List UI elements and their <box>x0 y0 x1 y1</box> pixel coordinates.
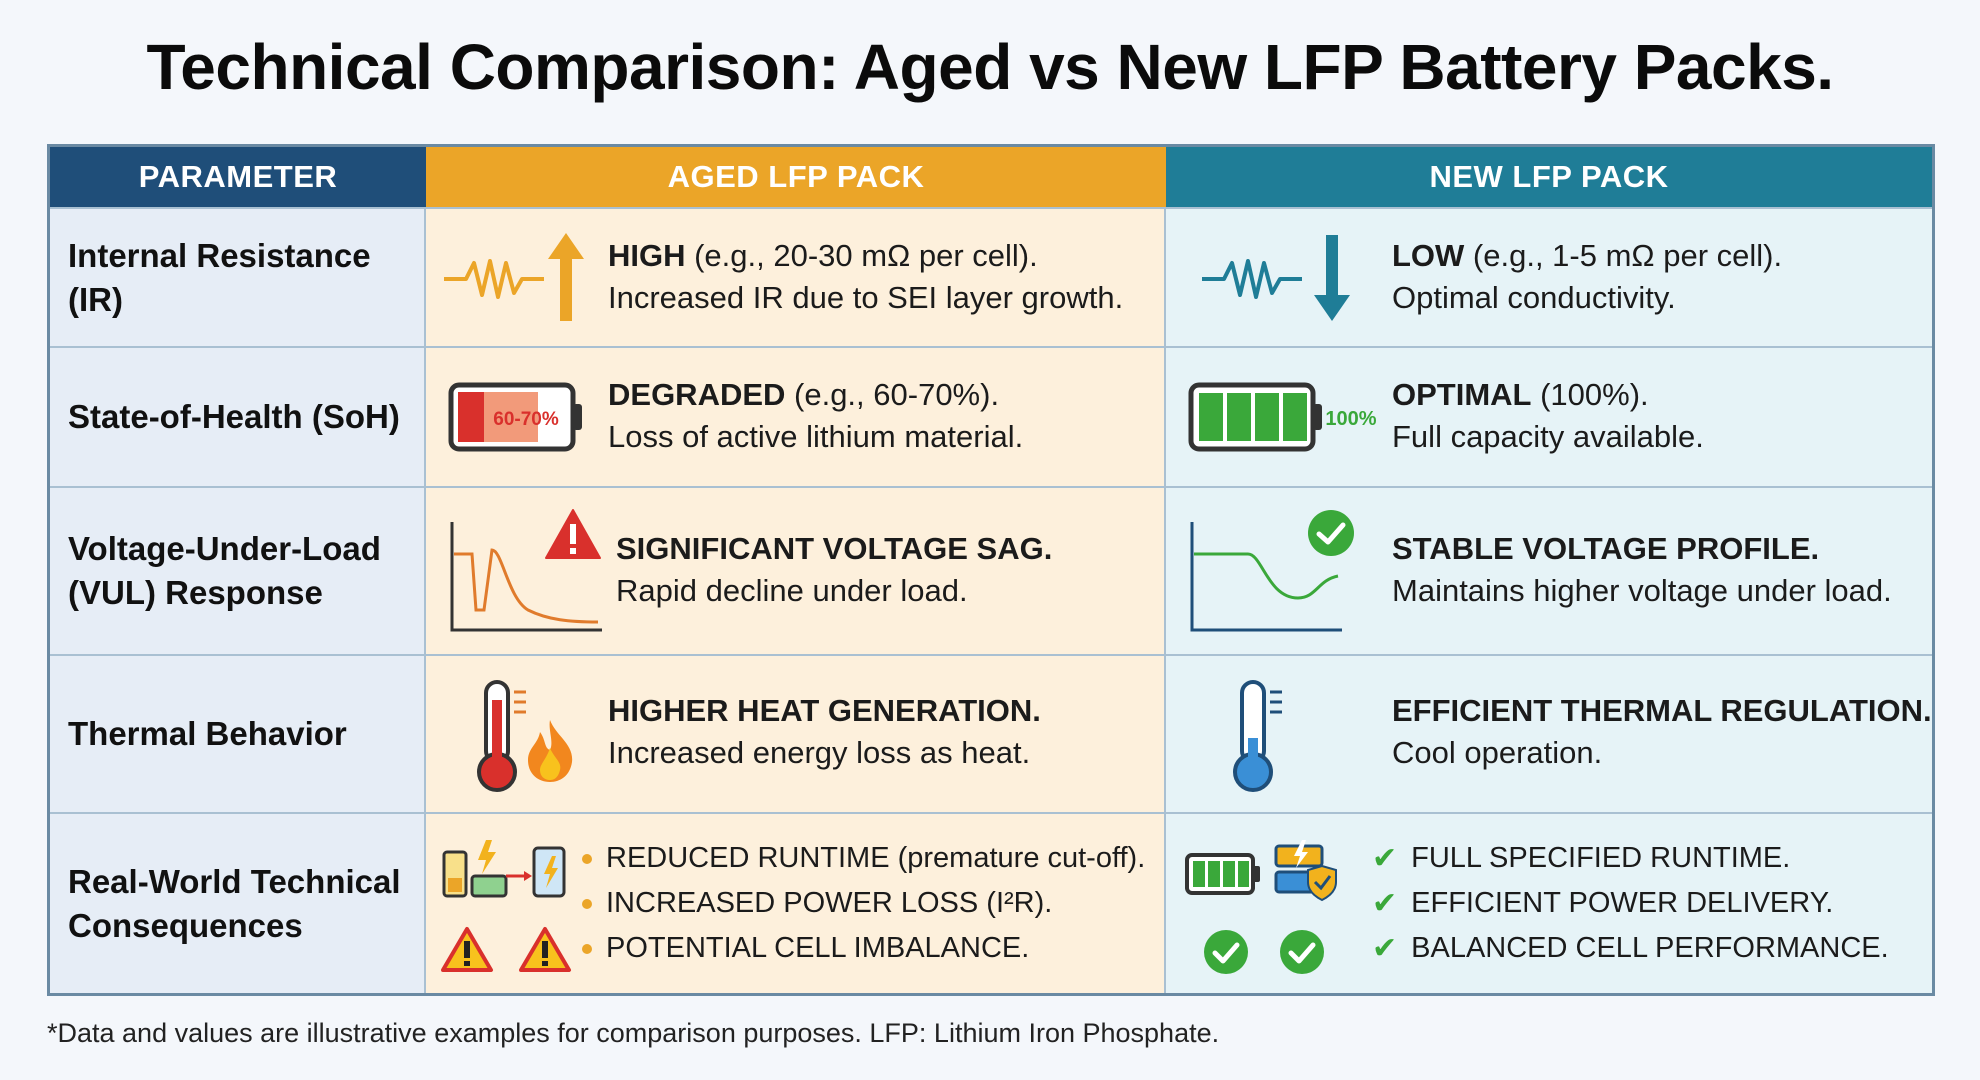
checkmark-icon: ✔ <box>1372 887 1398 920</box>
vul-aged-text: SIGNIFICANT VOLTAGE SAG. Rapid decline u… <box>616 528 1052 612</box>
thermal-new-detail: Cool operation. <box>1392 735 1603 770</box>
bullet-dot <box>582 943 592 954</box>
vul-aged-detail: Rapid decline under load. <box>616 573 968 608</box>
row-ir-new: LOW (e.g., 1-5 mΩ per cell). Optimal con… <box>1166 207 1932 346</box>
soh-aged-detail: Loss of active lithium material. <box>608 419 1024 454</box>
row-thermal-aged: HIGHER HEAT GENERATION. Increased energy… <box>426 654 1166 812</box>
consequences-aged-list: REDUCED RUNTIME (premature cut-off). INC… <box>582 836 1145 971</box>
ir-aged-head: HIGH <box>608 238 686 273</box>
list-item-text: BALANCED CELL PERFORMANCE. <box>1411 932 1889 964</box>
battery-low-icon: 60-70% <box>448 382 582 452</box>
list-item-text: EFFICIENT POWER DELIVERY. <box>1411 887 1834 919</box>
row-consequences-parameter: Real-World Technical Consequences <box>50 812 426 993</box>
stable-voltage-chart-icon <box>1190 522 1342 632</box>
battery-full-icon <box>1185 853 1260 895</box>
vul-new-detail: Maintains higher voltage under load. <box>1392 573 1892 608</box>
row-thermal-parameter: Thermal Behavior <box>50 654 426 812</box>
thermometer-hot-icon <box>477 680 526 792</box>
header-new: NEW LFP PACK <box>1166 147 1932 207</box>
arrow-up-icon <box>548 233 584 321</box>
ir-aged-head-rest: (e.g., 20-30 mΩ per cell). <box>685 238 1038 273</box>
footnote: *Data and values are illustrative exampl… <box>47 1018 1220 1048</box>
list-item-text: POTENTIAL CELL IMBALANCE. <box>606 932 1030 964</box>
soh-new-icon-label: 100% <box>1325 408 1376 430</box>
soh-aged-icon-label: 60-70% <box>493 409 559 430</box>
page-title: Technical Comparison: Aged vs New LFP Ba… <box>146 31 1834 103</box>
check-circle-icon <box>1204 930 1248 974</box>
ir-new-head-rest: (e.g., 1-5 mΩ per cell). <box>1464 238 1783 273</box>
vul-aged-head: SIGNIFICANT VOLTAGE SAG. <box>616 531 1053 566</box>
consequences-new-list: ✔ FULL SPECIFIED RUNTIME. ✔ EFFICIENT POWE… <box>1372 836 1889 971</box>
parameter-label: State-of-Health (SoH) <box>68 398 400 435</box>
list-item: REDUCED RUNTIME (premature cut-off). <box>582 836 1145 881</box>
parameter-label-line2: (VUL) Response <box>68 574 323 611</box>
thermal-aged-detail: Increased energy loss as heat. <box>608 735 1031 770</box>
row-ir-parameter: Internal Resistance (IR) <box>50 207 426 346</box>
thermal-aged-head: HIGHER HEAT GENERATION. <box>608 693 1041 728</box>
thermal-new-text: EFFICIENT THERMAL REGULATION. Cool opera… <box>1392 690 1932 774</box>
arrow-down-icon <box>1314 235 1350 321</box>
list-item: ✔ EFFICIENT POWER DELIVERY. <box>1372 881 1889 926</box>
row-thermal-new: EFFICIENT THERMAL REGULATION. Cool opera… <box>1166 654 1932 812</box>
soh-aged-head: DEGRADED <box>608 377 786 412</box>
warning-icon <box>545 509 601 559</box>
ir-aged-text: HIGH (e.g., 20-30 mΩ per cell). Increase… <box>608 235 1123 319</box>
voltage-sag-chart-icon <box>450 522 602 632</box>
resistor-wave-icon <box>444 259 544 299</box>
row-vul-new: STABLE VOLTAGE PROFILE. Maintains higher… <box>1166 486 1932 654</box>
ir-new-head: LOW <box>1392 238 1465 273</box>
soh-new-head-rest: (100%). <box>1531 377 1649 412</box>
soh-aged-text: DEGRADED (e.g., 60-70%). Loss of active … <box>608 374 1023 458</box>
ir-new-text: LOW (e.g., 1-5 mΩ per cell). Optimal con… <box>1392 235 1782 319</box>
battery-full-icon: 100% <box>1188 382 1377 452</box>
row-consequences-aged: REDUCED RUNTIME (premature cut-off). INC… <box>426 812 1166 993</box>
parameter-label-line1: Real-World Technical <box>68 862 401 900</box>
list-item: ✔ FULL SPECIFIED RUNTIME. <box>1372 836 1889 881</box>
warning-icon <box>519 927 571 972</box>
battery-charging-icon <box>442 840 566 898</box>
checkmark-icon: ✔ <box>1372 932 1398 965</box>
ir-aged-detail: Increased IR due to SEI layer growth. <box>608 280 1124 315</box>
list-item: INCREASED POWER LOSS (I²R). <box>582 881 1145 926</box>
list-item: POTENTIAL CELL IMBALANCE. <box>582 926 1145 971</box>
parameter-label: Internal Resistance (IR) <box>68 236 371 318</box>
row-soh-new: 100% OPTIMAL (100%). Full capacity avail… <box>1166 346 1932 486</box>
battery-shield-icon <box>1274 840 1337 902</box>
vul-new-text: STABLE VOLTAGE PROFILE. Maintains higher… <box>1392 528 1892 612</box>
vul-new-head: STABLE VOLTAGE PROFILE. <box>1392 531 1820 566</box>
row-vul-parameter: Voltage-Under-Load (VUL) Response <box>50 486 426 654</box>
thermal-aged-text: HIGHER HEAT GENERATION. Increased energy… <box>608 690 1041 774</box>
soh-aged-head-rest: (e.g., 60-70%). <box>785 377 1000 412</box>
list-item-text: FULL SPECIFIED RUNTIME. <box>1411 842 1791 874</box>
checkmark-icon: ✔ <box>1372 842 1398 875</box>
bullet-dot <box>582 898 592 909</box>
parameter-label-line2: Consequences <box>68 906 303 944</box>
header-parameter: PARAMETER <box>50 147 426 207</box>
bullet-dot <box>582 853 592 864</box>
check-circle-icon <box>1308 510 1354 556</box>
ir-new-detail: Optimal conductivity. <box>1392 280 1676 315</box>
row-consequences-new: ✔ FULL SPECIFIED RUNTIME. ✔ EFFICIENT POWE… <box>1166 812 1932 993</box>
comparison-table: PARAMETER AGED LFP PACK NEW LFP PACK Int… <box>47 144 1935 996</box>
row-soh-aged: 60-70% DEGRADED (e.g., 60-70%). Loss of … <box>426 346 1166 486</box>
row-ir-aged: HIGH (e.g., 20-30 mΩ per cell). Increase… <box>426 207 1166 346</box>
soh-new-head: OPTIMAL <box>1392 377 1532 412</box>
warning-icon <box>441 927 493 972</box>
resistor-wave-icon <box>1202 259 1302 299</box>
flame-icon <box>528 720 573 782</box>
parameter-label: Thermal Behavior <box>68 715 347 752</box>
thermal-new-head: EFFICIENT THERMAL REGULATION. <box>1392 693 1932 728</box>
list-item-text: INCREASED POWER LOSS (I²R). <box>606 887 1053 919</box>
check-circle-icon <box>1280 930 1324 974</box>
soh-new-detail: Full capacity available. <box>1392 419 1704 454</box>
parameter-label-line1: Voltage-Under-Load <box>68 530 381 567</box>
list-item-text: REDUCED RUNTIME (premature cut-off). <box>606 842 1146 874</box>
row-soh-parameter: State-of-Health (SoH) <box>50 346 426 486</box>
soh-new-text: OPTIMAL (100%). Full capacity available. <box>1392 374 1704 458</box>
thermometer-cool-icon <box>1233 680 1282 792</box>
list-item: ✔ BALANCED CELL PERFORMANCE. <box>1372 926 1889 971</box>
header-aged: AGED LFP PACK <box>426 147 1166 207</box>
row-vul-aged: SIGNIFICANT VOLTAGE SAG. Rapid decline u… <box>426 486 1166 654</box>
